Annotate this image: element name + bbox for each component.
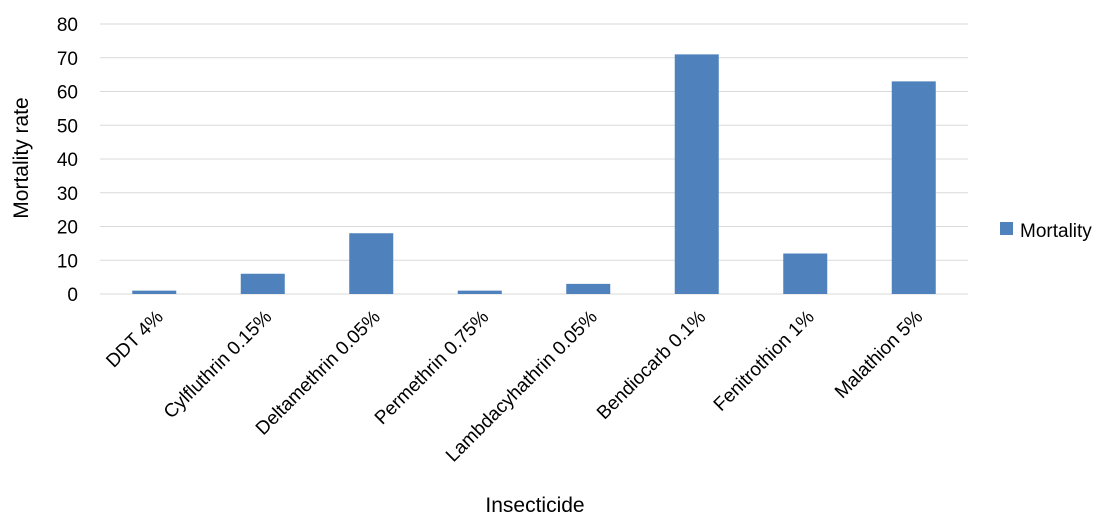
y-tick-label: 80	[57, 15, 78, 36]
legend-swatch	[1000, 222, 1013, 235]
legend-label-mortality: Mortality	[1020, 221, 1092, 242]
x-tick-label: Bendiocarb 0.1%	[593, 307, 710, 424]
bars	[132, 54, 936, 294]
gridlines	[100, 23, 968, 295]
x-axis-ticks: DDT 4%Cylfluthrin 0.15%Deltamethrin 0.05…	[102, 307, 927, 467]
y-tick-label: 20	[57, 218, 78, 239]
y-tick-label: 10	[57, 251, 78, 272]
bar-0	[132, 290, 177, 294]
bar-4	[566, 283, 611, 294]
bar-2	[349, 233, 394, 294]
bar-5	[674, 54, 719, 294]
y-tick-label: 30	[57, 184, 78, 205]
bar-3	[457, 290, 502, 294]
bar-1	[240, 273, 285, 294]
y-tick-label: 60	[57, 83, 78, 104]
x-tick-label: Malathion 5%	[831, 307, 927, 403]
x-tick-label: Cylfluthrin 0.15%	[160, 307, 276, 423]
x-tick-label: Permethrin 0.75%	[371, 307, 493, 429]
x-axis-title: Insecticide	[485, 494, 584, 517]
bar-7	[891, 81, 936, 294]
legend: Mortality	[1000, 221, 1092, 242]
x-tick-label: DDT 4%	[102, 307, 167, 372]
x-tick-label: Deltamethrin 0.05%	[252, 307, 385, 440]
y-tick-label: 0	[67, 285, 78, 306]
y-tick-label: 40	[57, 150, 78, 171]
y-tick-label: 70	[57, 49, 78, 70]
y-tick-label: 50	[57, 116, 78, 137]
bar-6	[783, 253, 828, 294]
y-axis-title: Mortality rate	[10, 97, 33, 218]
y-axis-ticks: 0 10 20 30 40 50 60 70 80	[57, 15, 78, 306]
x-tick-label: Fenitrothion 1%	[710, 307, 819, 416]
